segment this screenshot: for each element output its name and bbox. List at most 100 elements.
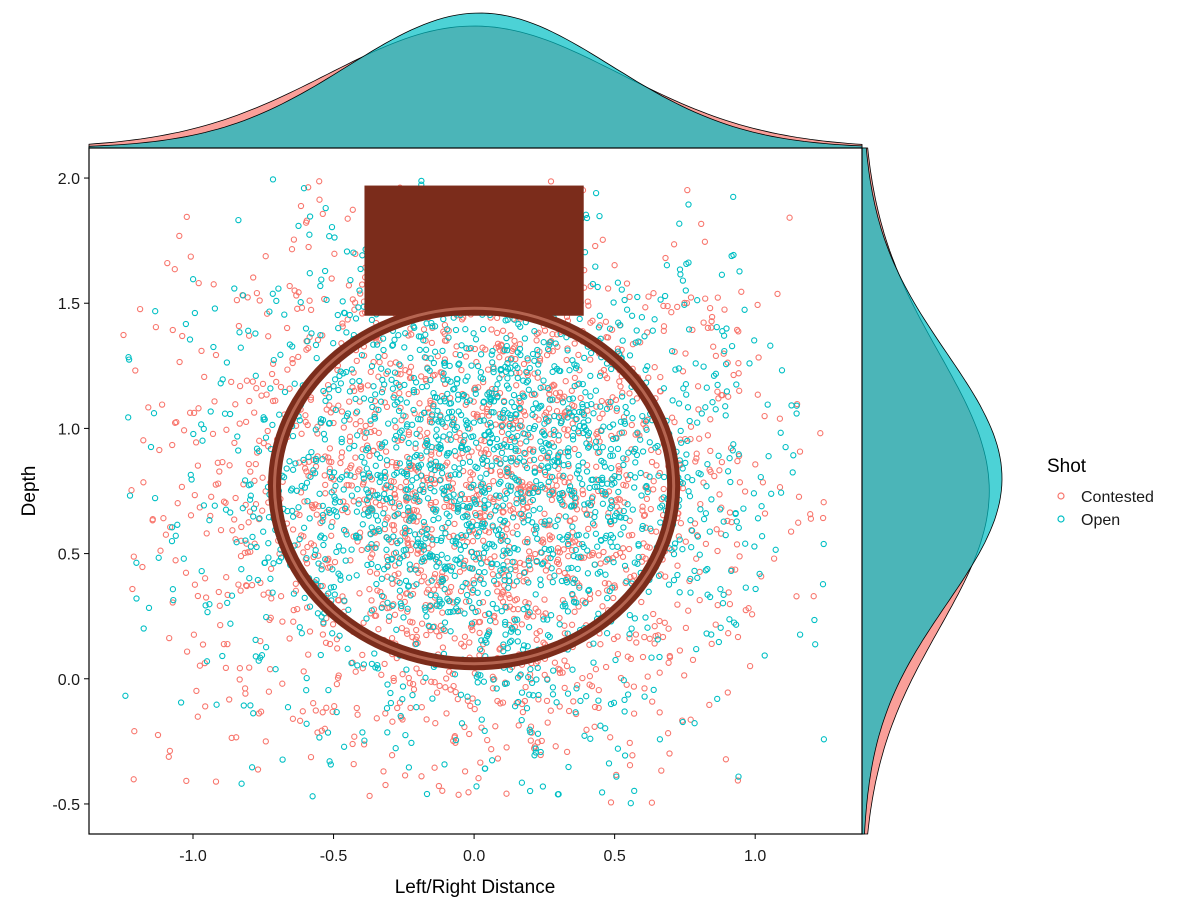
point-open	[641, 693, 648, 700]
point-open	[372, 664, 379, 671]
point-contested	[661, 619, 668, 626]
point-contested	[589, 317, 596, 324]
point-open	[331, 376, 339, 383]
point-open	[133, 559, 140, 566]
point-open	[403, 666, 410, 673]
point-open	[754, 515, 762, 522]
point-contested	[519, 494, 527, 501]
point-contested	[298, 430, 305, 437]
point-open	[638, 314, 646, 321]
point-open	[656, 653, 663, 661]
point-open	[697, 506, 704, 513]
point-contested	[327, 474, 335, 482]
point-open	[669, 397, 676, 404]
point-contested	[208, 493, 215, 500]
point-open	[573, 470, 581, 477]
point-contested	[545, 405, 553, 412]
point-open	[714, 381, 721, 389]
point-contested	[402, 527, 409, 535]
point-open	[389, 341, 397, 349]
point-open	[235, 447, 242, 454]
point-contested	[506, 603, 514, 610]
point-open	[736, 268, 743, 275]
point-contested	[535, 608, 542, 615]
point-open	[376, 494, 383, 502]
point-open	[687, 575, 694, 583]
point-open	[358, 453, 365, 461]
point-open	[198, 567, 205, 575]
point-open	[714, 695, 721, 703]
point-contested	[681, 672, 688, 679]
point-open	[429, 323, 436, 330]
point-open	[431, 488, 438, 495]
point-contested	[596, 438, 603, 445]
point-contested	[397, 404, 404, 412]
point-open	[436, 596, 443, 603]
point-open	[549, 396, 556, 403]
point-open	[409, 691, 416, 699]
point-contested	[707, 447, 714, 455]
point-contested	[405, 431, 412, 438]
point-open	[530, 390, 538, 397]
point-open	[589, 520, 597, 527]
point-open	[495, 572, 502, 579]
point-contested	[306, 297, 313, 304]
point-contested	[541, 596, 548, 603]
point-open	[641, 333, 648, 340]
point-open	[412, 492, 420, 499]
point-contested	[563, 748, 571, 756]
point-open	[614, 745, 622, 752]
point-open	[697, 471, 704, 478]
point-contested	[575, 540, 583, 548]
point-open	[559, 399, 567, 406]
point-open	[368, 607, 375, 614]
point-open	[546, 517, 553, 524]
point-open	[420, 542, 427, 549]
point-contested	[685, 607, 692, 614]
point-contested	[140, 437, 147, 444]
point-open	[334, 311, 341, 319]
point-open	[513, 411, 520, 418]
point-open	[679, 480, 687, 487]
point-open	[740, 505, 747, 512]
point-open	[336, 372, 343, 380]
point-open	[333, 708, 340, 716]
point-open	[646, 439, 653, 446]
point-open	[526, 726, 533, 733]
point-open	[480, 549, 488, 557]
point-contested	[478, 724, 485, 731]
point-contested	[641, 685, 648, 692]
point-open	[512, 362, 519, 369]
point-contested	[349, 206, 356, 213]
point-contested	[650, 290, 657, 297]
point-contested	[656, 709, 663, 716]
point-contested	[725, 630, 732, 637]
point-contested	[793, 593, 800, 600]
point-open	[415, 333, 423, 340]
point-open	[494, 394, 501, 401]
point-open	[502, 618, 509, 626]
point-open	[525, 673, 532, 681]
point-open	[476, 554, 483, 562]
point-open	[480, 399, 487, 406]
point-contested	[253, 385, 260, 392]
point-open	[549, 684, 557, 691]
point-open	[581, 501, 588, 508]
point-contested	[707, 416, 714, 423]
point-open	[459, 583, 466, 590]
point-open	[726, 455, 733, 462]
point-contested	[548, 533, 556, 541]
point-contested	[623, 566, 630, 573]
point-contested	[326, 445, 334, 452]
point-contested	[712, 621, 719, 628]
point-contested	[587, 356, 594, 363]
point-open	[339, 298, 346, 305]
point-open	[372, 391, 379, 398]
point-open	[722, 403, 729, 410]
point-open	[332, 406, 339, 414]
point-contested	[385, 617, 393, 625]
point-open	[520, 569, 528, 576]
point-open	[198, 421, 205, 428]
point-open	[377, 398, 385, 405]
point-contested	[490, 478, 497, 485]
